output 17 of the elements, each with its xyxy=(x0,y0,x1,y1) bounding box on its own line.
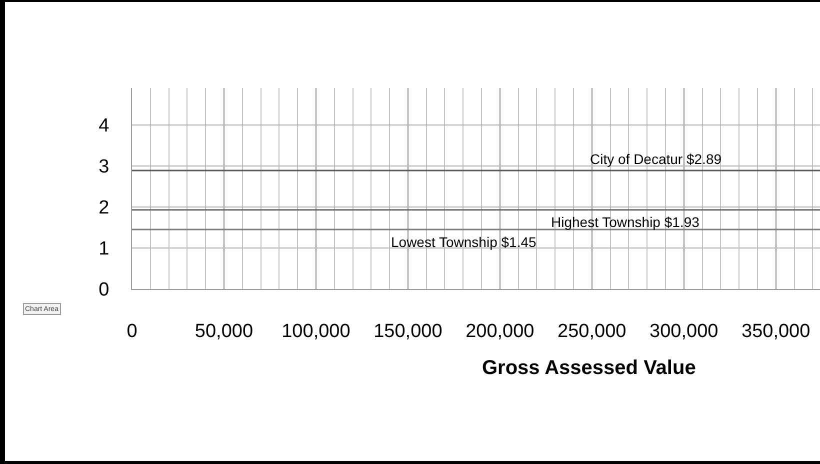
annotation: Lowest Township $1.45 xyxy=(391,234,536,250)
x-axis-title: Gross Assessed Value xyxy=(482,357,696,379)
y-tick-label: 1 xyxy=(98,238,110,260)
x-tick-label: 150,000 xyxy=(374,320,442,342)
annotation: City of Decatur $2.89 xyxy=(590,151,722,167)
x-tick-label: 0 xyxy=(126,320,138,342)
y-tick-label: 3 xyxy=(98,156,110,178)
annotation: Highest Township $1.93 xyxy=(551,214,700,230)
x-tick-label: 50,000 xyxy=(194,320,254,342)
y-tick-label: 0 xyxy=(98,280,110,301)
y-tick-label: 2 xyxy=(98,198,110,219)
x-tick-label: 100,000 xyxy=(282,320,350,342)
x-tick-label: 200,000 xyxy=(466,320,534,342)
x-tick-label: 300,000 xyxy=(650,320,718,342)
y-tick-label: 4 xyxy=(98,116,110,137)
x-tick-label: 250,000 xyxy=(558,320,626,342)
x-tick-label: 350,000 xyxy=(742,320,810,342)
